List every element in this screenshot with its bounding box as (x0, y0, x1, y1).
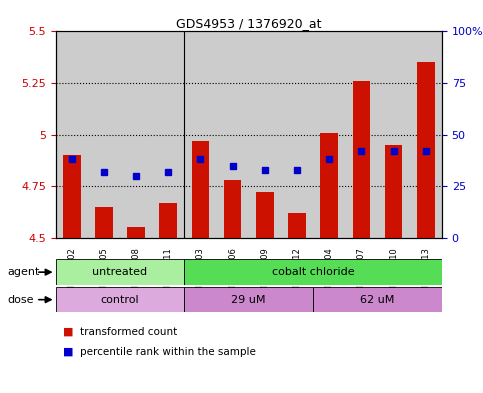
Bar (249, 31, 281, 238)
Bar (56, 31, 88, 238)
Text: 29 uM: 29 uM (231, 295, 266, 305)
Bar (56, 287, 185, 312)
Bar (185, 31, 216, 238)
Bar (216, 31, 249, 238)
Bar (288, 213, 306, 238)
Bar (185, 287, 313, 312)
Bar (185, 259, 442, 285)
Text: control: control (100, 295, 139, 305)
Text: cobalt chloride: cobalt chloride (272, 267, 355, 277)
Bar (385, 145, 402, 238)
Text: ■: ■ (63, 347, 73, 357)
Title: GDS4953 / 1376920_at: GDS4953 / 1376920_at (176, 17, 322, 30)
Bar (120, 31, 152, 238)
Text: transformed count: transformed count (80, 327, 177, 337)
Bar (63, 155, 81, 238)
Bar (313, 287, 442, 312)
Text: ■: ■ (63, 327, 73, 337)
Bar (320, 132, 338, 238)
Bar (281, 31, 313, 238)
Text: dose: dose (7, 295, 34, 305)
Bar (313, 31, 345, 238)
Bar (56, 259, 185, 285)
Text: percentile rank within the sample: percentile rank within the sample (80, 347, 256, 357)
Bar (192, 141, 209, 238)
Bar (353, 81, 370, 238)
Bar (410, 31, 442, 238)
Bar (88, 31, 120, 238)
Bar (417, 62, 435, 238)
Bar (224, 180, 242, 238)
Bar (345, 31, 378, 238)
Bar (256, 193, 274, 238)
Text: 62 uM: 62 uM (360, 295, 395, 305)
Text: untreated: untreated (92, 267, 147, 277)
Bar (378, 31, 410, 238)
Bar (159, 203, 177, 238)
Bar (127, 228, 145, 238)
Bar (95, 207, 113, 238)
Text: agent: agent (7, 267, 40, 277)
Bar (152, 31, 185, 238)
